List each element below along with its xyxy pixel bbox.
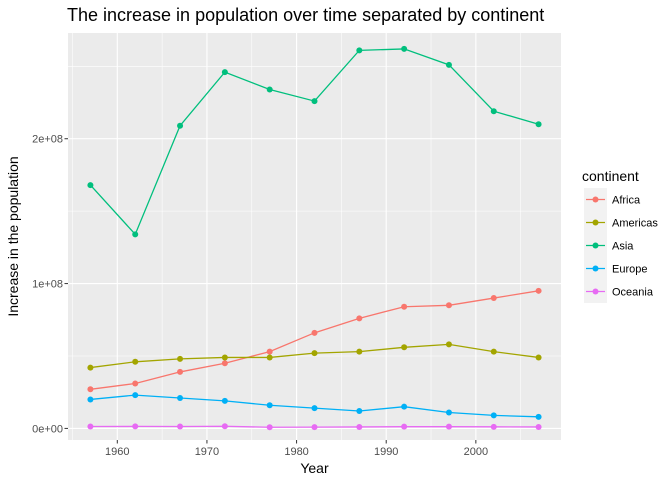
data-point-asia: [311, 98, 318, 105]
x-tick-label: 1990: [374, 446, 398, 458]
data-point-oceania: [132, 423, 139, 430]
data-point-europe: [490, 412, 497, 419]
data-point-asia: [177, 122, 184, 129]
data-point-oceania: [266, 424, 273, 431]
legend-key-point-europe: [592, 265, 599, 272]
data-point-europe: [87, 396, 94, 403]
data-point-europe: [266, 402, 273, 409]
data-point-africa: [132, 380, 139, 387]
data-point-americas: [132, 358, 139, 365]
data-point-europe: [535, 413, 542, 420]
y-tick-label: 2e+08: [32, 134, 63, 146]
legend-label-europe: Europe: [612, 264, 647, 276]
legend-label-africa: Africa: [612, 195, 641, 207]
x-axis: 1960 1970 1980 1990 2000: [105, 440, 488, 458]
data-point-oceania: [490, 423, 497, 430]
chart-title: The increase in population over time sep…: [67, 5, 544, 25]
data-point-oceania: [87, 423, 94, 430]
data-point-asia: [401, 45, 408, 52]
data-point-oceania: [221, 423, 228, 430]
data-point-africa: [311, 329, 318, 336]
legend-key-point-oceania: [592, 288, 599, 295]
data-point-africa: [356, 315, 363, 322]
data-point-europe: [356, 408, 363, 415]
data-point-africa: [87, 386, 94, 393]
y-tick-label: 1e+08: [32, 279, 63, 291]
data-point-americas: [177, 355, 184, 362]
data-point-europe: [132, 392, 139, 399]
data-point-asia: [266, 86, 273, 93]
data-point-americas: [535, 354, 542, 361]
data-point-africa: [445, 302, 452, 309]
x-tick-label: 1980: [284, 446, 308, 458]
data-point-americas: [311, 350, 318, 357]
data-point-americas: [490, 348, 497, 355]
x-axis-label: Year: [300, 460, 329, 476]
series-points: [87, 45, 542, 431]
data-point-africa: [266, 348, 273, 355]
data-point-americas: [356, 348, 363, 355]
legend-label-oceania: Oceania: [612, 287, 654, 299]
y-axis-label: Increase in the population: [5, 156, 21, 316]
data-point-americas: [87, 364, 94, 371]
data-point-oceania: [445, 423, 452, 430]
legend-label-americas: Americas: [612, 218, 658, 230]
data-point-asia: [356, 47, 363, 54]
x-tick-label: 1960: [105, 446, 129, 458]
data-point-americas: [221, 354, 228, 361]
legend-key-point-asia: [592, 242, 599, 249]
data-point-asia: [445, 61, 452, 68]
data-point-oceania: [535, 423, 542, 430]
plot-panel: [68, 33, 561, 440]
data-point-asia: [490, 108, 497, 115]
data-point-asia: [221, 69, 228, 76]
data-point-africa: [401, 303, 408, 310]
x-tick-label: 2000: [464, 446, 488, 458]
legend-key-point-americas: [592, 219, 599, 226]
data-point-oceania: [356, 423, 363, 430]
data-point-oceania: [401, 423, 408, 430]
legend-label-asia: Asia: [612, 241, 634, 253]
data-point-africa: [177, 368, 184, 375]
x-tick-label: 1970: [195, 446, 219, 458]
data-point-europe: [401, 403, 408, 410]
data-point-africa: [490, 295, 497, 302]
data-point-africa: [535, 287, 542, 294]
data-point-oceania: [311, 424, 318, 431]
data-point-asia: [535, 121, 542, 128]
data-point-europe: [445, 409, 452, 416]
legend-key-point-africa: [592, 196, 599, 203]
data-point-africa: [221, 360, 228, 367]
minor-grid: [68, 33, 561, 440]
y-tick-label: 0e+00: [32, 423, 63, 435]
legend: continent Africa Americas Asia Europe Oceani…: [582, 168, 658, 303]
legend-title: continent: [582, 168, 639, 184]
data-point-europe: [311, 405, 318, 412]
data-point-europe: [177, 394, 184, 401]
y-axis: 0e+00 1e+08 2e+08: [32, 134, 68, 435]
data-point-americas: [401, 344, 408, 351]
data-point-asia: [132, 231, 139, 238]
data-point-europe: [221, 397, 228, 404]
data-point-asia: [87, 182, 94, 189]
data-point-americas: [266, 354, 273, 361]
data-point-oceania: [177, 423, 184, 430]
data-point-americas: [445, 341, 452, 348]
